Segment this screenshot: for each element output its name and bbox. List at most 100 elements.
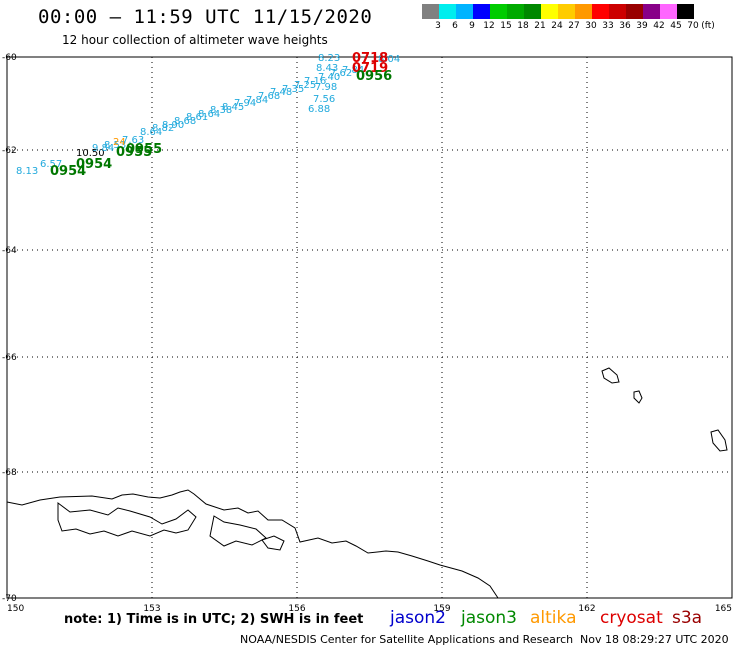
- swh-value: 24: [113, 137, 126, 148]
- map-frame: [6, 56, 733, 599]
- scale-label: 45: [670, 21, 682, 31]
- swh-value: 7.84: [342, 65, 364, 76]
- swh-value: 7.94: [234, 98, 256, 109]
- island: [601, 367, 620, 384]
- swh-value: 8.90: [162, 120, 184, 131]
- map-title: 00:00 — 11:59 UTC 11/15/2020: [38, 6, 373, 28]
- time-label: 0955: [126, 142, 162, 157]
- lat-tick-label: -62: [2, 146, 17, 156]
- satellite-cryosat: cryosat: [600, 608, 663, 628]
- satellite-s3a: s3a: [672, 608, 703, 628]
- scale-label: 21: [534, 21, 546, 31]
- scale-swatch: [609, 4, 626, 19]
- scale-label: 15: [500, 21, 512, 31]
- swh-value: 7.62: [330, 68, 352, 79]
- scale-swatch: [456, 4, 473, 19]
- lon-tick-label: 165: [715, 604, 732, 614]
- scale-unit: (ft): [701, 21, 715, 31]
- swh-value: 9.84: [92, 143, 114, 154]
- scale-swatch: [524, 4, 541, 19]
- island: [633, 390, 643, 404]
- lon-tick-label: 153: [143, 604, 160, 614]
- scale-label: 39: [636, 21, 648, 31]
- lon-tick-label: 159: [433, 604, 450, 614]
- swh-value: 7.84: [246, 95, 268, 106]
- swh-value: 7.63: [122, 135, 144, 146]
- swh-value: 8.61: [186, 112, 208, 123]
- swh-value: 7.25: [294, 80, 316, 91]
- time-label: 0956: [356, 69, 392, 84]
- lat-tick-label: -60: [2, 53, 17, 63]
- color-scale: [422, 4, 694, 19]
- lon-tick-label: 156: [288, 604, 305, 614]
- scale-swatch: [541, 4, 558, 19]
- swh-value: 8.43: [316, 63, 338, 74]
- swh-value: 7.40: [318, 72, 340, 83]
- swh-value: 6.88: [308, 104, 330, 115]
- scale-swatch: [575, 4, 592, 19]
- time-label: 0718: [352, 51, 388, 66]
- swh-value: 8.04: [378, 54, 400, 65]
- swh-value: 6.57: [40, 159, 62, 170]
- scale-label: 24: [551, 21, 563, 31]
- swh-value: 8.45: [222, 102, 244, 113]
- coastal-bay: [57, 502, 197, 537]
- swh-value: 8.64: [140, 127, 162, 138]
- scale-label: 27: [568, 21, 580, 31]
- scale-swatch: [643, 4, 660, 19]
- swh-value: 7.35: [282, 84, 304, 95]
- scale-label: 6: [452, 21, 458, 31]
- swh-value: 8.53: [104, 140, 126, 151]
- swh-value: 7.68: [258, 91, 280, 102]
- lon-tick-label: 162: [578, 604, 595, 614]
- coastline: [6, 489, 499, 599]
- color-scale-labels: 3 6 9 12 15 18 21 24 27 30 33 36 39 42 45 70 (ft): [422, 21, 740, 33]
- lat-tick-label: -66: [2, 353, 17, 363]
- satellite-jason3: jason3: [461, 608, 517, 628]
- satellite-altika: altika: [530, 608, 577, 628]
- scale-swatch: [422, 4, 439, 19]
- scale-label: 18: [517, 21, 529, 31]
- time-label: 0719: [352, 61, 388, 76]
- time-label: 0955: [116, 145, 152, 160]
- lon-tick-label: 150: [7, 604, 24, 614]
- swh-value: 7.98: [315, 82, 337, 93]
- scale-swatch: [507, 4, 524, 19]
- scale-label: 42: [653, 21, 665, 31]
- map-subtitle: 12 hour collection of altimeter wave hei…: [62, 33, 328, 47]
- time-label: 0954: [50, 164, 86, 179]
- scale-label: 9: [469, 21, 475, 31]
- scale-swatch: [660, 4, 677, 19]
- swh-value: 7.16: [304, 76, 326, 87]
- scale-swatch: [592, 4, 609, 19]
- coastal-bay: [261, 535, 285, 551]
- swh-value: 8.38: [210, 105, 232, 116]
- lat-tick-label: -70: [2, 594, 17, 604]
- scale-swatch: [473, 4, 490, 19]
- swh-value: 8.64: [198, 109, 220, 120]
- scale-swatch: [439, 4, 456, 19]
- scale-swatch: [490, 4, 507, 19]
- note-text: note: 1) Time is in UTC; 2) SWH is in fe…: [64, 612, 364, 627]
- coastal-bay: [209, 515, 267, 547]
- island: [710, 429, 728, 452]
- swh-value: 10.50: [76, 148, 105, 159]
- swh-value: 7.48: [270, 87, 292, 98]
- swh-value: 8.68: [174, 116, 196, 127]
- lat-tick-label: -68: [2, 468, 17, 478]
- scale-label: 30: [585, 21, 597, 31]
- scale-swatch: [558, 4, 575, 19]
- scale-label: 3: [435, 21, 441, 31]
- time-label: 0954: [76, 157, 112, 172]
- scale-label: 12: [483, 21, 495, 31]
- scale-label: 36: [619, 21, 631, 31]
- swh-value: 7.56: [313, 94, 335, 105]
- credit-text: NOAA/NESDIS Center for Satellite Applica…: [240, 633, 574, 646]
- swh-value: 8.13: [16, 166, 38, 177]
- scale-swatch: [626, 4, 643, 19]
- swh-value: 8.82: [152, 123, 174, 134]
- satellite-jason2: jason2: [390, 608, 446, 628]
- lat-tick-label: -64: [2, 246, 17, 256]
- scale-label: 33: [602, 21, 614, 31]
